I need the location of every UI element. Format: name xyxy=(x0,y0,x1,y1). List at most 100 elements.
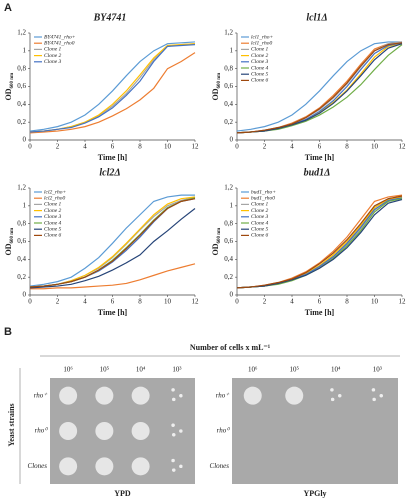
legend-label: BY4741_rho+ xyxy=(44,33,76,40)
legend-label: Clone 6 xyxy=(44,233,62,239)
legend-label: bud1_rho0 xyxy=(251,195,275,201)
row-label: rho⁰ xyxy=(35,427,49,435)
colony xyxy=(330,388,334,392)
legend-label: Clone 3 xyxy=(44,214,62,220)
spot xyxy=(95,386,114,405)
x-tick-label: 4 xyxy=(290,298,294,306)
y-tick-label: 1 xyxy=(230,201,234,209)
x-tick-label: 4 xyxy=(83,143,87,151)
spot xyxy=(59,386,78,405)
x-tick-label: 0 xyxy=(235,298,239,306)
colony xyxy=(330,397,335,401)
legend-label: lcl2_rho+ xyxy=(44,189,67,195)
y-tick-label: 1,2 xyxy=(224,184,233,192)
colony xyxy=(179,394,183,398)
plate-label: YPGly xyxy=(303,489,326,498)
spot xyxy=(59,457,78,476)
y-tick-label: 0,2 xyxy=(224,118,233,126)
legend-label: Clone 2 xyxy=(251,53,269,59)
dilution-label: 10⁵ xyxy=(290,366,300,374)
legend-label: Clone 6 xyxy=(251,78,269,84)
legend-label: Clone 4 xyxy=(44,219,62,226)
colony xyxy=(338,394,342,398)
row-label: rho⁰ xyxy=(217,427,231,435)
spot xyxy=(59,422,78,440)
y-tick-label: 0 xyxy=(23,136,27,144)
legend-label: Clone 1 xyxy=(44,202,62,208)
spot xyxy=(95,457,114,476)
chart-title: BY4741 xyxy=(93,12,127,23)
series-line xyxy=(236,43,403,134)
x-tick-label: 4 xyxy=(83,298,87,306)
dilution-label: 10³ xyxy=(172,366,181,374)
y-axis-label-subscript: 600 nm xyxy=(217,227,222,244)
panel-label: B xyxy=(4,326,12,338)
legend-label: Clone 5 xyxy=(44,226,62,232)
y-tick-label: 0,4 xyxy=(224,255,233,263)
y-axis-label-main: OD xyxy=(4,88,13,100)
legend-label: Clone 2 xyxy=(251,208,269,214)
colony xyxy=(379,394,383,398)
y-tick-label: 0,8 xyxy=(17,64,26,72)
y-tick-label: 0,2 xyxy=(224,273,233,281)
y-axis-label-main: OD xyxy=(4,243,13,255)
legend-label: Clone 1 xyxy=(44,47,62,53)
legend-label: Clone 4 xyxy=(251,64,269,71)
spot xyxy=(131,422,150,440)
dilution-label: 10³ xyxy=(373,366,382,374)
y-axis-label-main: OD xyxy=(211,243,220,255)
chart-title: lcl2Δ xyxy=(99,167,120,178)
legend-label: Clone 5 xyxy=(251,226,269,232)
spot xyxy=(95,422,114,440)
legend-label: Clone 3 xyxy=(251,214,269,220)
x-tick-label: 2 xyxy=(56,298,60,306)
x-tick-label: 10 xyxy=(371,143,379,151)
series-line xyxy=(29,208,196,289)
x-tick-label: 0 xyxy=(235,143,239,151)
y-axis-label-subscript: 600 nm xyxy=(10,72,15,89)
x-tick-label: 12 xyxy=(399,298,407,306)
chart-title: bud1Δ xyxy=(304,167,331,178)
legend-label: Clone 3 xyxy=(251,59,269,65)
x-tick-label: 8 xyxy=(345,298,349,306)
series-line xyxy=(29,194,195,287)
x-tick-label: 6 xyxy=(318,143,322,151)
series-line xyxy=(29,52,196,134)
x-tick-label: 6 xyxy=(111,298,115,306)
colony xyxy=(171,388,175,392)
spot xyxy=(131,457,150,476)
y-tick-label: 1,2 xyxy=(17,184,26,192)
y-tick-label: 1 xyxy=(23,201,27,209)
series-line xyxy=(29,43,196,133)
plate-label: YPD xyxy=(114,489,131,498)
x-tick-label: 10 xyxy=(164,143,172,151)
row-axis: Yeast strains xyxy=(7,403,16,446)
colony xyxy=(179,464,183,469)
x-tick-label: 10 xyxy=(371,298,379,306)
y-axis-label-subscript: 600 nm xyxy=(217,72,222,89)
y-tick-label: 0,6 xyxy=(224,237,233,245)
x-tick-label: 2 xyxy=(263,143,267,151)
legend-label: lcl2_rho0 xyxy=(44,195,66,201)
y-tick-label: 0,8 xyxy=(17,219,26,227)
x-tick-label: 8 xyxy=(138,143,142,151)
x-tick-label: 0 xyxy=(28,143,32,151)
x-axis-label: Time [h] xyxy=(305,153,335,162)
x-tick-label: 2 xyxy=(56,143,60,151)
y-tick-label: 1,2 xyxy=(17,29,26,37)
x-tick-label: 8 xyxy=(138,298,142,306)
colony xyxy=(172,433,176,437)
legend-label: BY4741_rho0 xyxy=(44,39,75,46)
y-tick-label: 0,2 xyxy=(17,118,26,126)
series-line xyxy=(29,198,196,288)
y-tick-label: 0,6 xyxy=(224,82,233,90)
row-label: Clones xyxy=(210,462,230,470)
legend-label: Clone 2 xyxy=(44,53,62,59)
y-tick-label: 0,8 xyxy=(224,219,233,227)
series-line xyxy=(236,199,403,289)
x-axis-label: Time [h] xyxy=(98,308,128,317)
x-axis-label: Time [h] xyxy=(98,153,128,162)
legend-label: Clone 1 xyxy=(251,202,269,208)
